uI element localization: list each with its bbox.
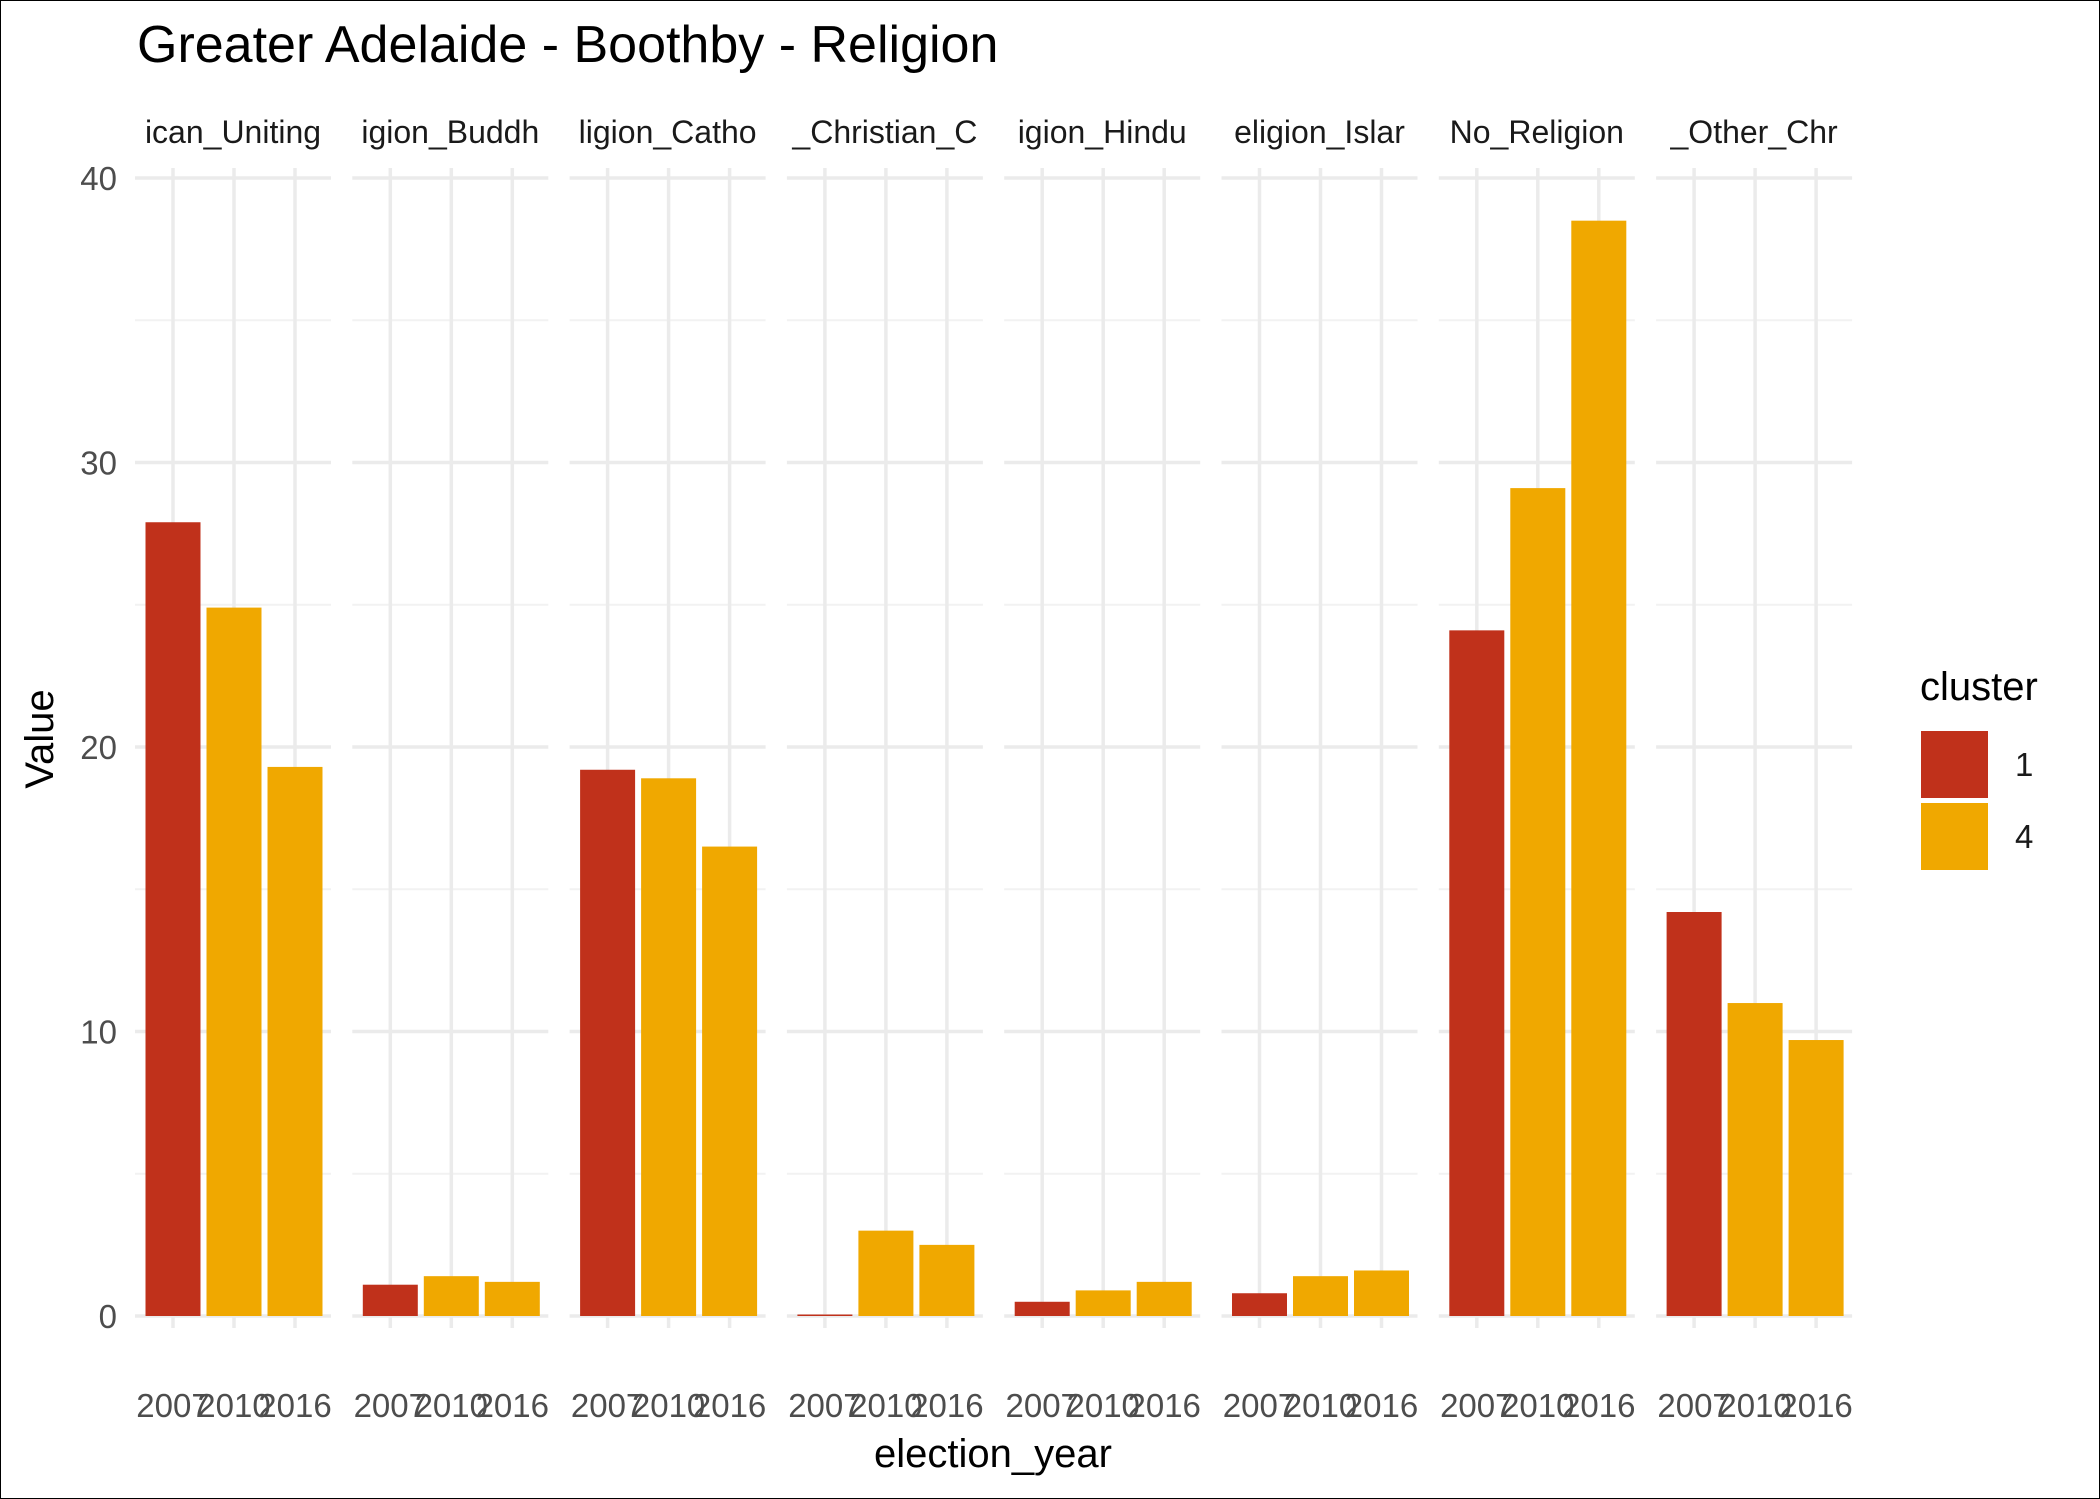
bar-1-2016 xyxy=(484,1281,540,1316)
bar-5-2007 xyxy=(1232,1293,1287,1316)
bar-4-2016 xyxy=(1136,1281,1192,1316)
bar-0-2007 xyxy=(145,522,201,1316)
facet-strip-label: eligion_Islar xyxy=(1234,114,1405,150)
bar-7-2016 xyxy=(1788,1040,1844,1316)
x-tick-label: 2010 xyxy=(1501,1387,1574,1424)
x-tick-label: 2007 xyxy=(1657,1387,1730,1424)
strip-labels: ican_Uniting igion_Buddh ligion_Catho _Chri… xyxy=(145,114,1838,150)
facet-strip-label: igion_Buddh xyxy=(361,114,539,150)
bar-6-2007 xyxy=(1449,630,1505,1316)
bar-5-2016 xyxy=(1354,1270,1409,1316)
bar-6-2016 xyxy=(1571,220,1627,1316)
bar-4-2010 xyxy=(1075,1290,1131,1316)
legend-label-4: 4 xyxy=(2015,818,2033,855)
bar-3-2010 xyxy=(858,1230,914,1316)
bar-7-2010 xyxy=(1727,1003,1783,1316)
x-tick-label: 2016 xyxy=(258,1387,331,1424)
facet-strip-label: ican_Uniting xyxy=(145,114,321,150)
facet-strip-label: igion_Hindu xyxy=(1018,114,1187,150)
bar-6-2010 xyxy=(1510,488,1566,1317)
legend-items: 14 xyxy=(1921,731,2033,870)
facet-strip-label: ligion_Catho xyxy=(579,114,757,150)
y-tick-label: 30 xyxy=(80,445,117,482)
bar-5-2010 xyxy=(1293,1276,1348,1316)
chart-title: Greater Adelaide - Boothby - Religion xyxy=(137,16,998,74)
x-tick-label: 2007 xyxy=(1440,1387,1513,1424)
y-tick-label: 20 xyxy=(80,729,117,766)
x-tick-label: 2007 xyxy=(136,1387,209,1424)
x-tick-label: 2016 xyxy=(1345,1387,1418,1424)
x-tick-label: 2010 xyxy=(1066,1387,1139,1424)
bar-4-2007 xyxy=(1014,1301,1070,1316)
x-tick-label: 2010 xyxy=(632,1387,705,1424)
x-tick-label: 2007 xyxy=(1005,1387,1078,1424)
x-tick-label: 2010 xyxy=(849,1387,922,1424)
legend-swatch-1 xyxy=(1921,731,1988,798)
x-tick-label: 2010 xyxy=(197,1387,270,1424)
facet-strip-label: _Other_Chr xyxy=(1670,114,1839,150)
bar-3-2007 xyxy=(797,1314,853,1316)
x-tick-label: 2016 xyxy=(910,1387,983,1424)
y-axis-ticks: 0 10 20 30 40 xyxy=(80,160,117,1335)
legend-label-1: 1 xyxy=(2015,746,2033,783)
x-tick-label: 2010 xyxy=(415,1387,488,1424)
bar-layer xyxy=(145,220,1844,1317)
bar-2-2016 xyxy=(702,846,758,1316)
x-tick-label: 2007 xyxy=(571,1387,644,1424)
x-tick-label: 2010 xyxy=(1284,1387,1357,1424)
facet-strip-label: _Christian_C xyxy=(791,114,977,150)
bar-0-2010 xyxy=(206,607,262,1316)
bar-7-2007 xyxy=(1666,912,1722,1316)
x-tick-label: 2016 xyxy=(1779,1387,1852,1424)
legend-swatch-4 xyxy=(1921,803,1988,870)
x-tick-label: 2010 xyxy=(1718,1387,1791,1424)
x-tick-label: 2016 xyxy=(476,1387,549,1424)
bar-2-2010 xyxy=(641,778,697,1316)
x-tick-label: 2016 xyxy=(1562,1387,1635,1424)
legend: cluster 14 xyxy=(1920,665,2038,870)
bar-0-2016 xyxy=(267,766,323,1316)
y-tick-label: 0 xyxy=(99,1298,117,1335)
bar-1-2010 xyxy=(423,1276,479,1316)
x-tick-label: 2016 xyxy=(693,1387,766,1424)
x-tick-label: 2007 xyxy=(788,1387,861,1424)
legend-title: cluster xyxy=(1920,665,2038,709)
y-axis-title: Value xyxy=(18,689,62,788)
y-tick-label: 10 xyxy=(80,1014,117,1051)
x-axis-title: election_year xyxy=(874,1432,1112,1476)
bar-2-2007 xyxy=(580,769,636,1316)
bar-1-2007 xyxy=(362,1284,418,1316)
bar-3-2016 xyxy=(919,1244,975,1316)
x-tick-label: 2007 xyxy=(354,1387,427,1424)
facet-strip-label: No_Religion xyxy=(1450,114,1624,150)
x-tick-label: 2007 xyxy=(1223,1387,1296,1424)
x-tick-label: 2016 xyxy=(1127,1387,1200,1424)
y-tick-label: 40 xyxy=(80,160,117,197)
